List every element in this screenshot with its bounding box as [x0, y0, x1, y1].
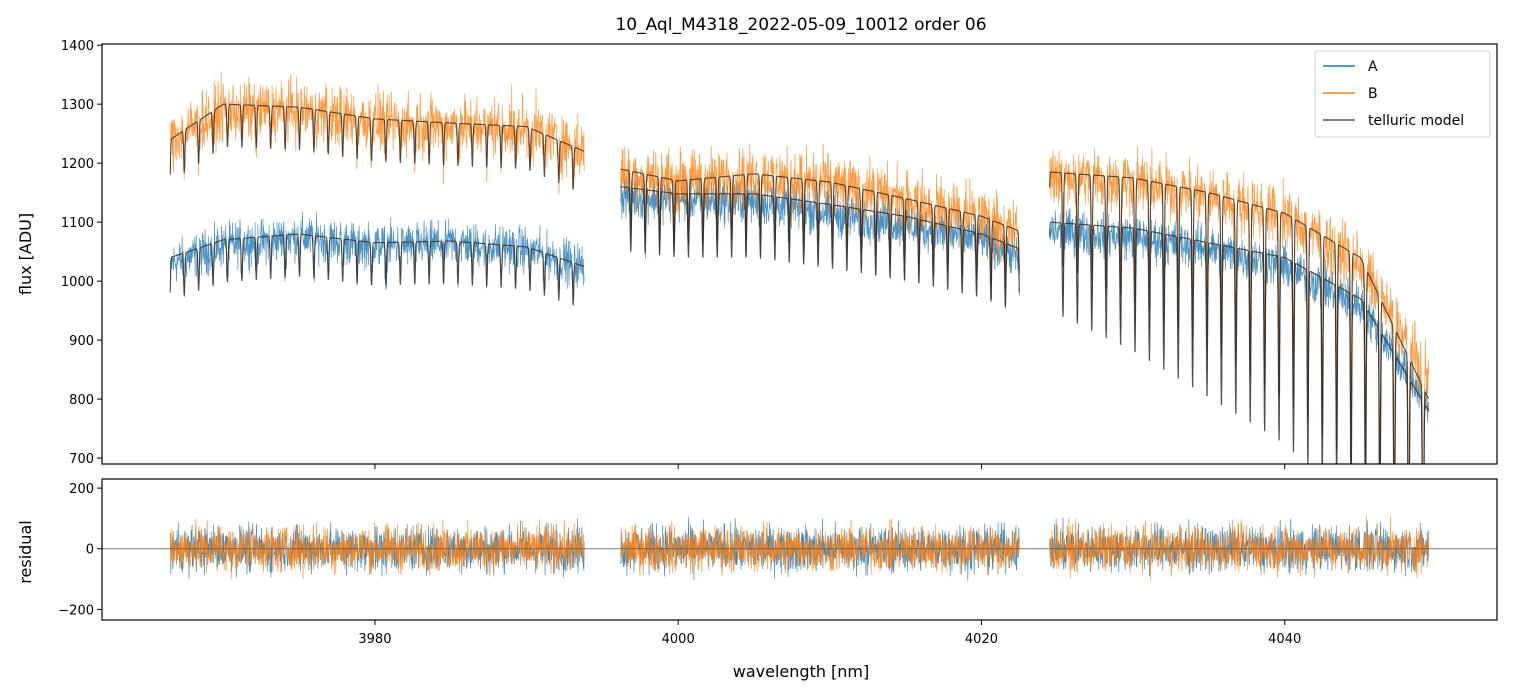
- legend-label-3: telluric model: [1368, 113, 1464, 129]
- legend-label-1: A: [1368, 59, 1378, 75]
- bottom-axes-frame: [101, 478, 1498, 621]
- series-B-segment-2: [620, 143, 1020, 277]
- chart-title: 10_Aql_M4318_2022-05-09_10012 order 06: [615, 15, 986, 35]
- residual-B-segment-1: [169, 518, 585, 580]
- telluric-model-B-segment-3: [1049, 171, 1430, 464]
- x-tick-label-3980: 3980: [358, 632, 391, 647]
- top-y-tick-label-800: 800: [69, 393, 94, 408]
- top-panel: 700 800 900 1000 1100 1200 1300 1400 flux [ADU]…: [16, 39, 1498, 469]
- residual-B-segment-3: [1049, 515, 1430, 581]
- x-tick-label-4000: 4000: [662, 632, 695, 647]
- top-y-tick-label-1300: 1300: [61, 98, 94, 113]
- bottom-plot-area: [102, 515, 1497, 581]
- bottom-y-tick-label--200: −200: [58, 603, 94, 618]
- telluric-model-B-segment-2: [620, 168, 1020, 291]
- top-y-tick-label-1000: 1000: [61, 275, 94, 290]
- x-tick-label-4020: 4020: [965, 632, 998, 647]
- legend-label-2: B: [1368, 86, 1378, 102]
- telluric-model-A-segment-3: [1049, 221, 1430, 464]
- top-y-tick-label-1400: 1400: [61, 39, 94, 54]
- x-axis-label: wavelength [nm]: [733, 662, 870, 681]
- bottom-x-axis: 3980 4000 4020 4040: [358, 620, 1301, 647]
- top-y-tick-label-700: 700: [69, 452, 94, 467]
- legend-box: [1314, 50, 1491, 138]
- bottom-y-axis-label: residual: [16, 520, 35, 583]
- top-axes-frame: [101, 43, 1498, 465]
- top-y-tick-label-900: 900: [69, 334, 94, 349]
- x-tick-label-4040: 4040: [1268, 632, 1301, 647]
- top-y-tick-label-1100: 1100: [61, 216, 94, 231]
- bottom-y-axis: −200 0 200: [58, 482, 102, 618]
- top-y-axis: 700 800 900 1000 1100 1200 1300 1400: [61, 39, 102, 467]
- bottom-panel: −200 0 200 3980 4000 4020 4040 residual wavel…: [16, 478, 1498, 681]
- telluric-model-A-segment-1: [169, 233, 585, 306]
- bottom-y-tick-label-200: 200: [69, 482, 94, 497]
- telluric-model-B-segment-1: [169, 103, 585, 190]
- top-y-axis-label: flux [ADU]: [16, 213, 35, 295]
- residual-B-segment-2: [620, 518, 1020, 577]
- bottom-y-tick-label-0: 0: [86, 543, 94, 558]
- top-x-axis: [374, 464, 1286, 469]
- top-y-tick-label-1200: 1200: [61, 157, 94, 172]
- top-plot-area: [169, 71, 1430, 464]
